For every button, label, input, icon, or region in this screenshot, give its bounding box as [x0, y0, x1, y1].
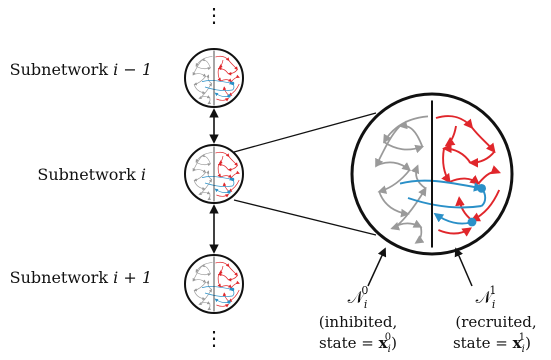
- subnetwork-i: Subnetwork i: [37, 144, 244, 204]
- subnetwork-i-plus-1: Subnetwork i + 1: [10, 254, 244, 314]
- bottom-vdots: ⋮: [204, 326, 224, 350]
- network-glyph-large: [376, 100, 499, 247]
- zoom-line-bottom: [233, 199, 377, 236]
- recruited-desc: (recruited,: [455, 313, 536, 331]
- enlarged-circle: [350, 92, 514, 256]
- inhibited-desc: (inhibited,: [319, 313, 397, 331]
- recruited-annotation: 𝒩i1 (recruited, state = xi1): [453, 284, 537, 355]
- recruited-symbol: 𝒩i1: [476, 284, 497, 311]
- pointer-arrow-recruited: [454, 247, 473, 287]
- subnetwork-label: Subnetwork i + 1: [10, 268, 152, 287]
- network-glyph: [193, 256, 239, 311]
- top-vdots: ⋮: [204, 3, 224, 27]
- inhibited-state: state = xi0): [319, 332, 397, 355]
- network-glyph: [193, 50, 239, 105]
- subnetwork-circle: [184, 254, 244, 314]
- subnetwork-circle: [184, 144, 244, 204]
- enlarged-subnetwork: [350, 92, 514, 256]
- inhibited-annotation: 𝒩i0 (inhibited, state = xi0): [319, 284, 397, 355]
- subnetwork-label: Subnetwork i: [37, 165, 146, 184]
- pointer-arrow-inhibited: [367, 247, 387, 287]
- recruited-state: state = xi1): [453, 332, 531, 355]
- inhibited-symbol: 𝒩i0: [348, 284, 369, 311]
- subnetwork-circle: [184, 48, 244, 108]
- subnetwork-i-minus-1: Subnetwork i − 1: [10, 48, 244, 108]
- zoom-line-top: [233, 112, 377, 153]
- network-glyph: [193, 146, 239, 201]
- subnetwork-label: Subnetwork i − 1: [10, 60, 152, 79]
